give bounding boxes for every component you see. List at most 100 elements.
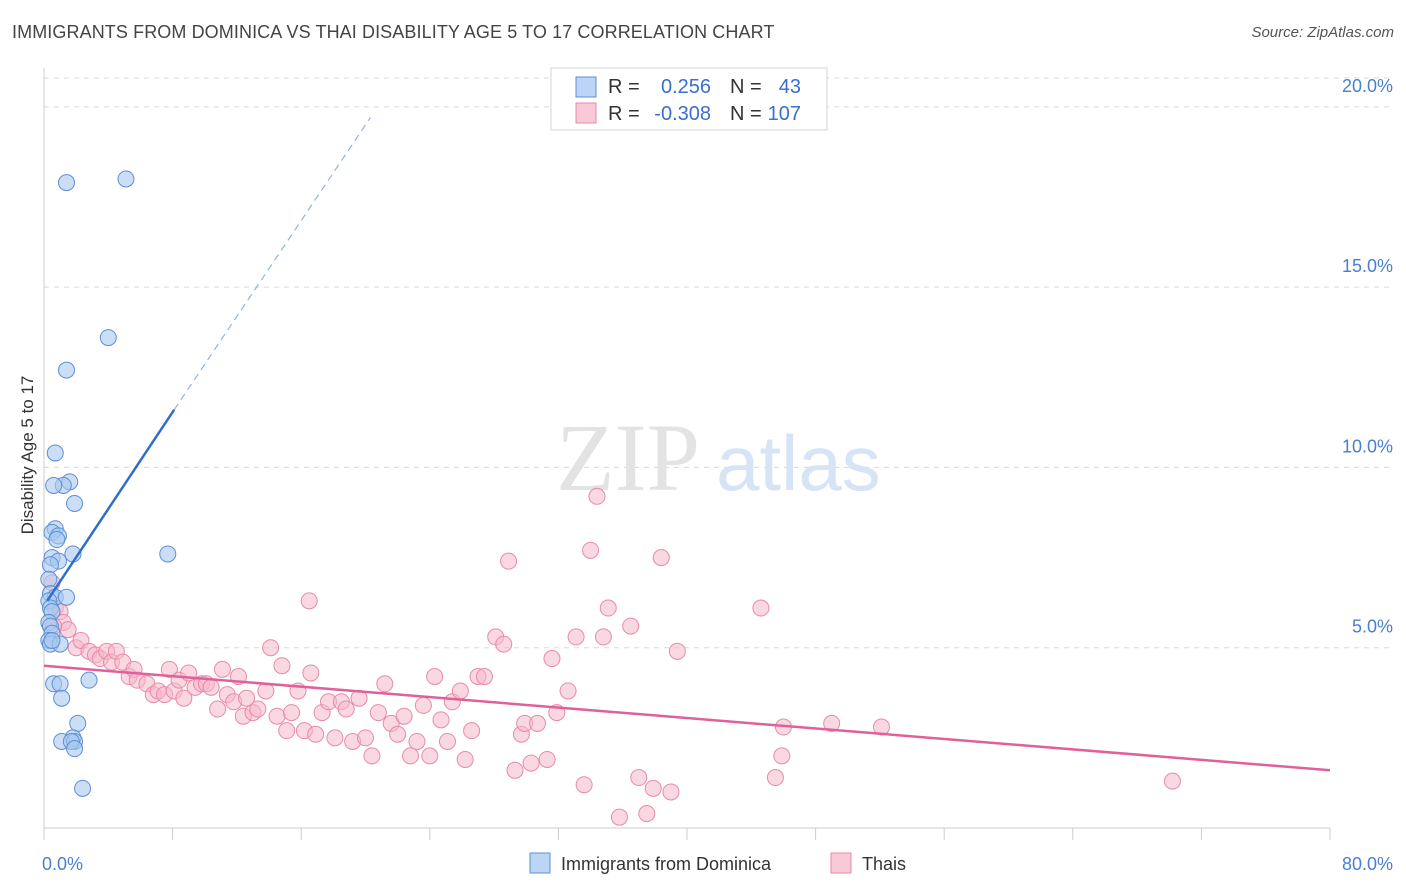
- legend-n-label-blue: N =: [730, 76, 762, 98]
- thais-point: [506, 761, 524, 779]
- thais-point: [209, 700, 227, 718]
- thais-point: [300, 592, 318, 610]
- thais-point: [588, 487, 606, 505]
- thais-point: [426, 668, 444, 686]
- dominica-trend-line: [46, 409, 176, 602]
- dominica-points: [40, 170, 177, 797]
- thais-point: [369, 704, 387, 722]
- thais-point: [1163, 772, 1181, 790]
- thais-point: [376, 675, 394, 693]
- legend-n-label-pink: N =: [730, 103, 762, 125]
- thais-points: [43, 487, 1181, 826]
- legend-r-value-pink: -0.308: [654, 103, 711, 125]
- dominica-point: [80, 671, 98, 689]
- dominica-point: [48, 531, 66, 549]
- trend-lines: [43, 117, 1331, 772]
- thais-point: [575, 776, 593, 794]
- thais-point: [500, 552, 518, 570]
- legend-box: [550, 67, 828, 131]
- thais-point: [262, 639, 280, 657]
- thais-point: [766, 769, 784, 787]
- thais-point: [160, 660, 178, 678]
- dominica-point: [43, 632, 61, 649]
- thais-point: [432, 711, 450, 729]
- legend-r-label-blue: R =: [608, 76, 640, 98]
- dominica-point: [58, 361, 76, 379]
- thais-point: [529, 714, 547, 732]
- thais-point: [357, 729, 374, 747]
- source-note: Source: ZipAtlas.com: [1251, 24, 1394, 41]
- dominica-point: [66, 740, 84, 758]
- thais-point: [451, 682, 469, 700]
- thais-point: [644, 779, 662, 797]
- dominica-point: [41, 556, 59, 574]
- dominica-point: [159, 545, 177, 563]
- legend-r-value-blue: 0.256: [661, 76, 711, 98]
- legend-n-value-pink: 107: [768, 103, 801, 125]
- bottom-legend: Immigrants from Dominica Thais: [529, 852, 906, 874]
- y-tick-label: 10.0%: [1342, 436, 1393, 456]
- thais-point: [363, 747, 381, 765]
- dominica-trend-extension: [173, 117, 371, 411]
- thais-point: [414, 696, 432, 714]
- thais-point: [326, 729, 344, 747]
- thais-point: [567, 628, 585, 646]
- dominica-point: [69, 714, 87, 732]
- thais-point: [395, 707, 413, 725]
- chart-title: IMMIGRANTS FROM DOMINICA VS THAI DISABIL…: [12, 22, 775, 42]
- dominica-point: [51, 675, 69, 693]
- thais-point: [456, 750, 474, 768]
- x-tick-label: 0.0%: [42, 854, 83, 874]
- thais-point: [823, 714, 841, 732]
- thais-point: [752, 599, 770, 617]
- thais-point: [307, 725, 325, 743]
- thais-point: [268, 707, 286, 725]
- legend-n-value-blue: 43: [779, 76, 801, 98]
- thais-point: [538, 750, 556, 768]
- grid-lines: [44, 77, 1392, 649]
- thais-point: [599, 599, 617, 617]
- legend-swatch-pink: [575, 102, 597, 124]
- thais-point: [249, 700, 267, 718]
- thais-point: [543, 650, 561, 668]
- watermark-atlas: atlas: [716, 419, 881, 507]
- legend: R = 0.256 N = 43 R = -0.308 N = 107: [550, 67, 828, 131]
- dominica-point: [58, 588, 76, 606]
- thais-point: [402, 747, 420, 765]
- thais-point: [475, 668, 493, 686]
- y-tick-label: 5.0%: [1352, 617, 1393, 637]
- thais-point: [638, 805, 656, 823]
- thais-point: [59, 621, 77, 639]
- thais-point: [202, 678, 220, 696]
- thais-point: [302, 664, 320, 682]
- thais-point: [278, 722, 296, 740]
- dominica-point: [74, 779, 92, 797]
- thais-point: [408, 732, 426, 750]
- bottom-legend-swatch-pink: [830, 852, 852, 874]
- thais-point: [773, 747, 791, 765]
- legend-swatch-blue: [575, 76, 597, 98]
- thais-point: [594, 628, 612, 646]
- dominica-point: [117, 170, 135, 188]
- bottom-legend-label-pink: Thais: [862, 854, 906, 874]
- dominica-point: [46, 444, 64, 462]
- thais-point: [389, 725, 407, 743]
- dominica-point: [40, 570, 58, 588]
- thais-point: [175, 689, 193, 707]
- thais-point: [213, 660, 231, 678]
- thais-point: [610, 808, 628, 826]
- thais-trend-line: [43, 664, 1331, 772]
- bottom-legend-label-blue: Immigrants from Dominica: [561, 854, 772, 874]
- thais-point: [495, 635, 513, 653]
- dominica-point: [53, 689, 71, 707]
- axes: [43, 68, 1331, 840]
- dominica-point: [45, 476, 63, 494]
- thais-point: [582, 541, 600, 559]
- thais-point: [662, 783, 680, 801]
- dominica-point: [66, 494, 84, 512]
- legend-r-label-pink: R =: [608, 103, 640, 125]
- thais-point: [463, 722, 481, 740]
- thais-point: [421, 747, 439, 765]
- y-axis-label: Disability Age 5 to 17: [18, 376, 37, 535]
